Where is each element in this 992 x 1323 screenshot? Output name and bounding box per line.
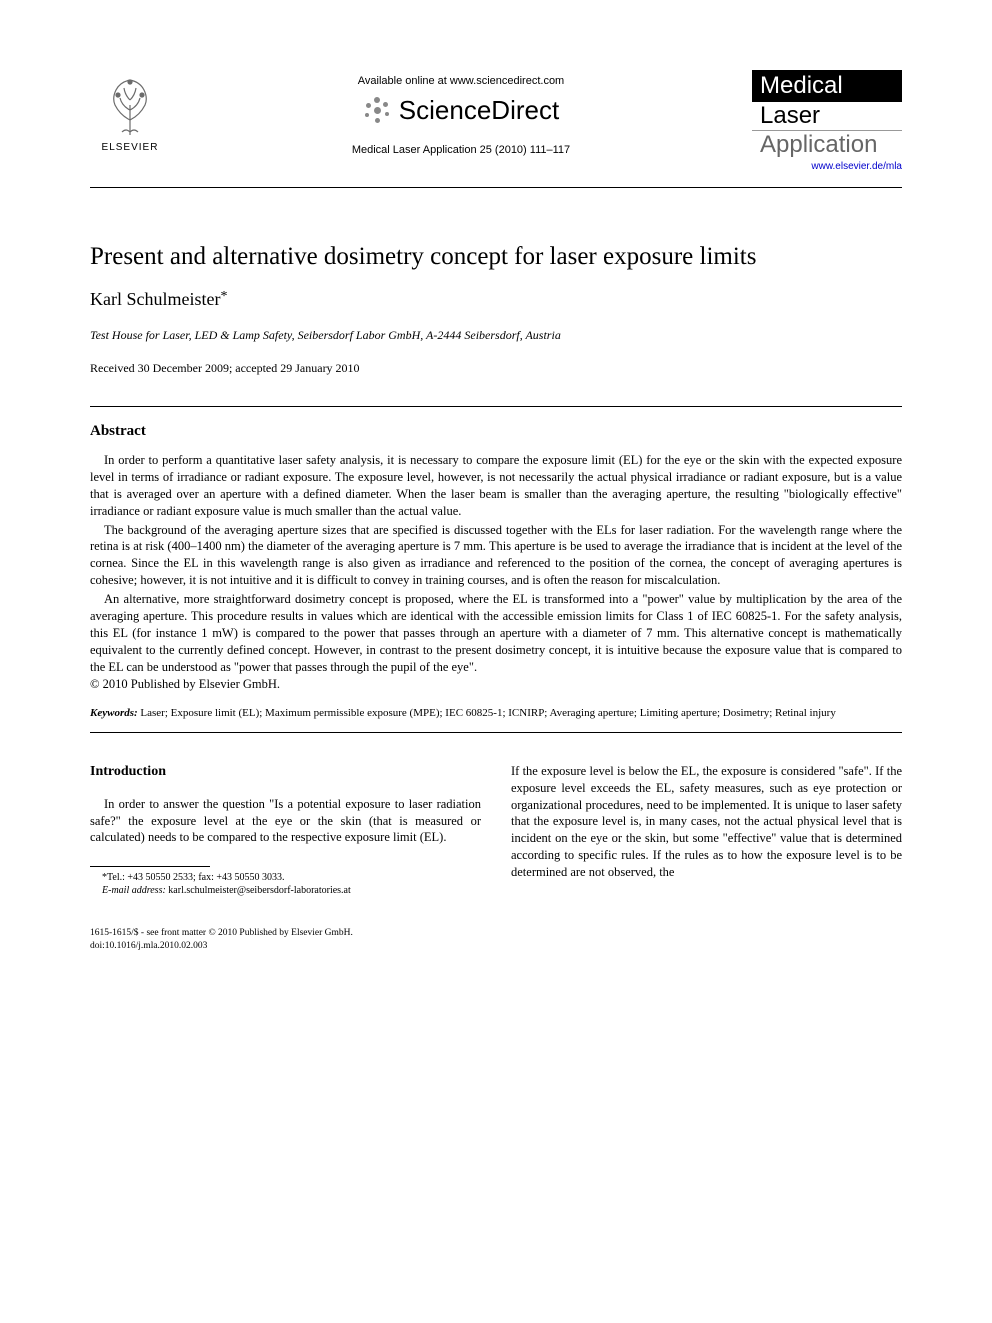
keywords-label: Keywords: bbox=[90, 707, 138, 719]
sciencedirect-text: ScienceDirect bbox=[399, 95, 559, 126]
elsevier-logo: ELSEVIER bbox=[90, 70, 170, 153]
abstract-top-rule bbox=[90, 406, 902, 407]
footnote-rule bbox=[90, 866, 210, 867]
sciencedirect-logo: ScienceDirect bbox=[170, 95, 752, 126]
article-dates: Received 30 December 2009; accepted 29 J… bbox=[90, 361, 902, 376]
elsevier-label: ELSEVIER bbox=[102, 142, 159, 153]
available-online-text: Available online at www.sciencedirect.co… bbox=[170, 75, 752, 87]
header-center: Available online at www.sciencedirect.co… bbox=[170, 70, 752, 156]
abstract-p1: In order to perform a quantitative laser… bbox=[90, 452, 902, 520]
author-line: Karl Schulmeister* bbox=[90, 289, 902, 310]
footnote-tel-value: +43 50550 2533; fax: +43 50550 3033. bbox=[127, 872, 284, 883]
body-columns: Introduction In order to answer the ques… bbox=[90, 763, 902, 898]
journal-logo: Medical Laser Application www.elsevier.d… bbox=[752, 70, 902, 172]
footnote-email: E-mail address: karl.schulmeister@seiber… bbox=[90, 884, 481, 897]
copyright: © 2010 Published by Elsevier GmbH. bbox=[90, 677, 902, 692]
author-marker: * bbox=[220, 289, 227, 304]
keywords: Keywords: Laser; Exposure limit (EL); Ma… bbox=[90, 706, 902, 721]
journal-reference: Medical Laser Application 25 (2010) 111–… bbox=[170, 144, 752, 156]
footnote-email-value: karl.schulmeister@seibersdorf-laboratori… bbox=[166, 885, 351, 896]
column-right: If the exposure level is below the EL, t… bbox=[511, 763, 902, 898]
introduction-heading: Introduction bbox=[90, 763, 481, 782]
intro-p1: In order to answer the question "Is a po… bbox=[90, 796, 481, 847]
article-title: Present and alternative dosimetry concep… bbox=[90, 243, 902, 271]
affiliation: Test House for Laser, LED & Lamp Safety,… bbox=[90, 328, 902, 343]
abstract-p3: An alternative, more straightforward dos… bbox=[90, 591, 902, 675]
footnote-email-label: E-mail address: bbox=[102, 885, 166, 896]
footer-info: 1615-1615/$ - see front matter © 2010 Pu… bbox=[90, 927, 902, 952]
abstract-p2: The background of the averaging aperture… bbox=[90, 522, 902, 590]
abstract-heading: Abstract bbox=[90, 423, 902, 440]
elsevier-tree-icon bbox=[100, 70, 160, 140]
journal-logo-line3: Application bbox=[752, 131, 902, 159]
footnote-tel: *Tel.: +43 50550 2533; fax: +43 50550 30… bbox=[90, 871, 481, 884]
column-left: Introduction In order to answer the ques… bbox=[90, 763, 481, 898]
abstract-bottom-rule bbox=[90, 732, 902, 733]
footnote-tel-label: *Tel.: bbox=[102, 872, 127, 883]
sciencedirect-icon bbox=[363, 97, 391, 125]
header: ELSEVIER Available online at www.science… bbox=[90, 70, 902, 172]
front-matter: 1615-1615/$ - see front matter © 2010 Pu… bbox=[90, 927, 902, 939]
journal-logo-line2: Laser bbox=[752, 102, 902, 131]
journal-url[interactable]: www.elsevier.de/mla bbox=[752, 161, 902, 172]
keywords-text: Laser; Exposure limit (EL); Maximum perm… bbox=[138, 707, 836, 719]
header-rule bbox=[90, 187, 902, 188]
author-name: Karl Schulmeister bbox=[90, 289, 220, 309]
doi: doi:10.1016/j.mla.2010.02.003 bbox=[90, 940, 902, 952]
intro-p2: If the exposure level is below the EL, t… bbox=[511, 763, 902, 881]
journal-logo-line1: Medical bbox=[752, 70, 902, 102]
